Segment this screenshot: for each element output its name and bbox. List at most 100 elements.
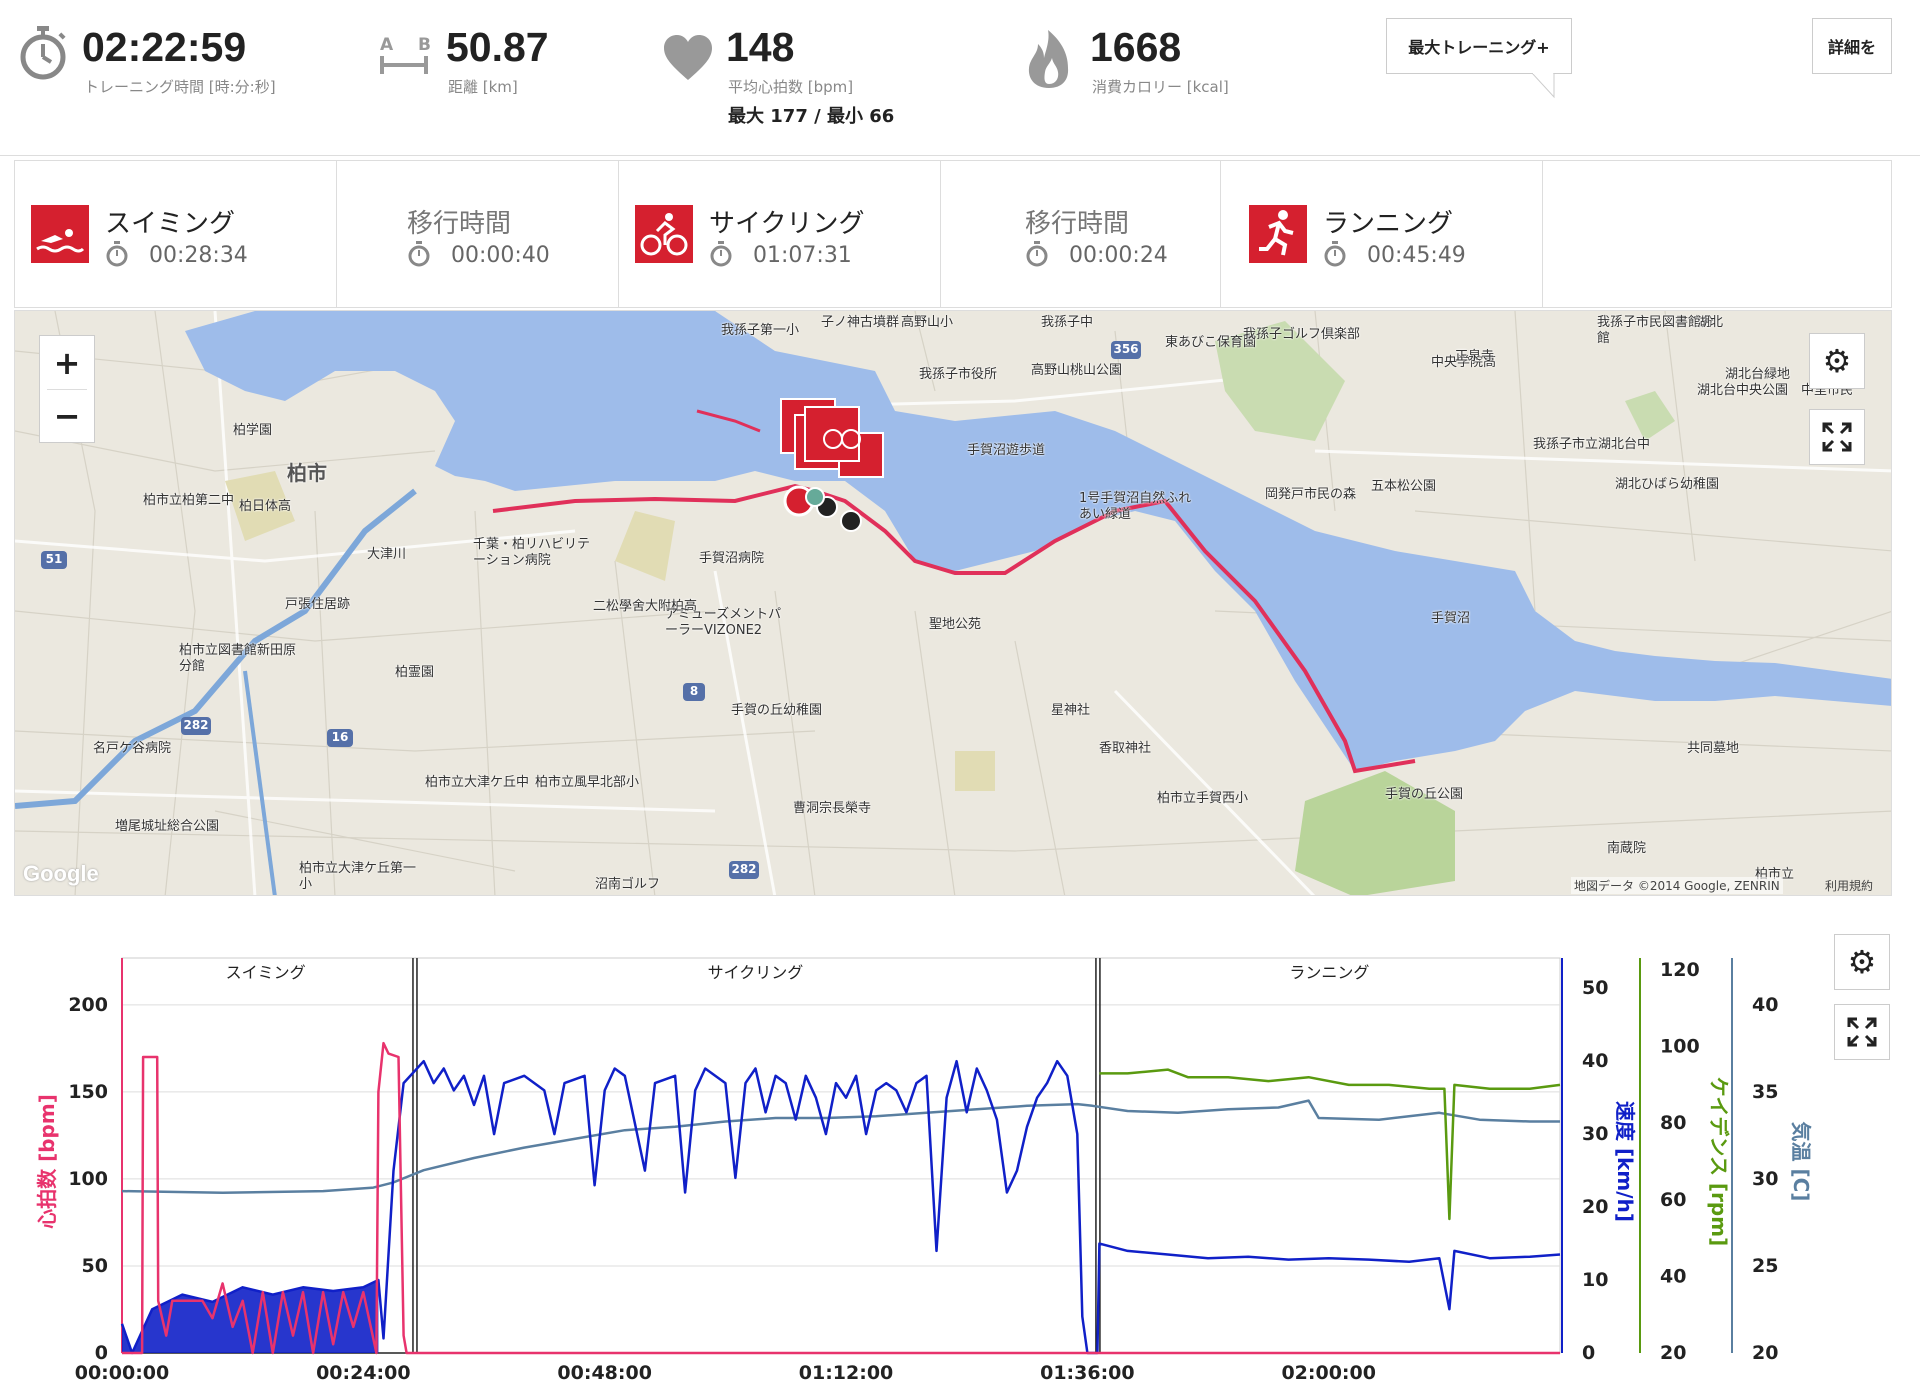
map-place-label: 柏日体高: [239, 499, 292, 514]
cadence-tick-label: 20: [1660, 1342, 1686, 1364]
temp-axis-title: 気温 [C]: [1789, 1122, 1813, 1202]
distance-b-label: B: [418, 35, 431, 55]
hr-tick-label: 200: [68, 994, 108, 1016]
road-number: 16: [331, 730, 349, 744]
x-tick-label: 00:24:00: [316, 1362, 411, 1384]
x-tick-label: 01:36:00: [1040, 1362, 1135, 1384]
map-place-label: 柏学園: [233, 423, 273, 438]
road-number: 51: [45, 552, 63, 566]
segment-running[interactable]: ランニング 00:45:49: [1221, 161, 1543, 307]
zoom-control: + −: [39, 335, 95, 443]
temp-tick-label: 20: [1752, 1342, 1778, 1364]
map-place-label: 柏市立風早北部小: [535, 775, 640, 790]
zoom-out-button[interactable]: −: [53, 397, 81, 436]
segment-transition-2[interactable]: 移行時間 00:00:24: [941, 161, 1221, 307]
map-canvas: [15, 311, 1891, 895]
flame-icon: [1028, 30, 1069, 88]
temp-tick-label: 25: [1752, 1255, 1778, 1277]
cadence-axis-title: ケイデンス [rpm]: [1707, 1077, 1731, 1246]
max-training-button[interactable]: 最大トレーニング+: [1386, 18, 1572, 74]
stopwatch-icon: [407, 241, 431, 271]
zoom-in-button[interactable]: +: [53, 343, 81, 382]
map-place-label: 岡発戸市民の森: [1265, 487, 1357, 502]
x-tick-label: 00:48:00: [557, 1362, 652, 1384]
map-place-label: 五本松公園: [1371, 479, 1437, 494]
speed-swim-area: [122, 1280, 379, 1353]
segment-swimming[interactable]: スイミング 00:28:34: [15, 161, 337, 307]
segment-name: 移行時間: [407, 209, 512, 239]
stopwatch-icon: [1025, 241, 1049, 271]
cadence-tick-label: 60: [1660, 1189, 1686, 1211]
map-place-label: 柏霊園: [395, 665, 435, 680]
map-place-label: 我孫子第一小: [721, 323, 800, 338]
segment-transition-1[interactable]: 移行時間 00:00:40: [337, 161, 619, 307]
map-place-label: 柏市: [287, 461, 327, 485]
time-value: 02:22:59: [82, 24, 247, 70]
route-map[interactable]: 51 282 16 8 282 356 柏市 柏学園 柏市立柏第二中 柏日体高 大津川 千…: [14, 310, 1892, 896]
map-place-label: 聖地公苑: [929, 617, 982, 632]
map-place-label: 高野山桃山公園: [1031, 363, 1123, 378]
speed-tick-label: 10: [1582, 1269, 1608, 1291]
map-settings-button[interactable]: ⚙: [1809, 333, 1865, 389]
distance-a-label: A: [380, 35, 394, 55]
map-place-label: 湖北: [1697, 315, 1724, 330]
distance-value: 50.87: [446, 24, 549, 70]
map-place-label: 手賀沼病院: [699, 551, 765, 566]
map-place-label: 千葉・柏リハビリテーション病院: [473, 537, 591, 568]
speed-tick-label: 0: [1582, 1342, 1595, 1364]
map-place-label: 共同墓地: [1687, 741, 1740, 756]
calories-label: 消費カロリー [kcal]: [1092, 78, 1229, 96]
time-label: トレーニング時間 [時:分:秒]: [84, 78, 276, 96]
map-place-label: 我孫子市民図書館分館: [1597, 315, 1715, 346]
stopwatch-icon: [20, 26, 66, 80]
gear-icon: ⚙: [1822, 342, 1852, 380]
speed-tick-label: 30: [1582, 1123, 1608, 1145]
swimming-icon: [31, 205, 89, 263]
stopwatch-icon: [709, 241, 733, 271]
map-fullscreen-button[interactable]: [1809, 409, 1865, 465]
section-label: スイミング: [226, 963, 306, 982]
map-attribution: 地図データ ©2014 Google, ZENRIN: [1571, 877, 1783, 894]
expand-icon: [1822, 422, 1852, 452]
map-place-label: 柏市立柏第二中: [143, 493, 235, 508]
speed-axis-title: 速度 [km/h]: [1613, 1101, 1637, 1222]
section-label: ランニング: [1289, 963, 1369, 982]
hr-tick-label: 50: [82, 1255, 108, 1277]
series-line-temp: [121, 1099, 1560, 1195]
segment-time: 00:00:40: [451, 243, 550, 268]
expand-icon: [1847, 1017, 1877, 1047]
terms-link[interactable]: 利用規約: [1825, 879, 1874, 893]
x-tick-label: 02:00:00: [1281, 1362, 1376, 1384]
heart-icon: [664, 35, 712, 80]
temp-tick-label: 30: [1752, 1168, 1778, 1190]
segment-name: ランニング: [1323, 209, 1454, 239]
map-place-label: 東あびこ保育園: [1165, 335, 1257, 350]
map-place-label: 香取神社: [1099, 741, 1152, 756]
chart-settings-button[interactable]: ⚙: [1834, 934, 1890, 990]
speed-tick-label: 50: [1582, 977, 1608, 999]
map-place-label: 大津川: [367, 547, 407, 562]
heart-rate-value: 148: [726, 24, 795, 70]
segment-time: 00:45:49: [1367, 243, 1466, 268]
details-button[interactable]: 詳細を: [1812, 18, 1892, 74]
map-place-label: 湖北台緑地: [1725, 367, 1791, 382]
segment-name: 移行時間: [1025, 209, 1130, 239]
cadence-tick-label: 80: [1660, 1112, 1686, 1134]
map-place-label: 柏市立大津ケ丘第一小: [299, 861, 417, 892]
segment-time: 01:07:31: [753, 243, 852, 268]
chart-fullscreen-button[interactable]: [1834, 1004, 1890, 1060]
segment-time: 00:00:24: [1069, 243, 1168, 268]
map-place-label: 曹洞宗長榮寺: [793, 801, 872, 816]
map-place-label: 二松學舍大附柏高: [593, 599, 698, 614]
running-icon: [1249, 205, 1307, 263]
cycling-icon: [635, 205, 693, 263]
distance-label: 距離 [km]: [448, 78, 518, 96]
series-line-cadence: [1099, 1068, 1561, 1221]
calories-value: 1668: [1090, 24, 1182, 70]
map-place-label: 手賀沼: [1431, 611, 1471, 626]
temp-tick-label: 35: [1752, 1081, 1778, 1103]
map-place-label: 正泉寺: [1455, 349, 1495, 364]
segment-cycling[interactable]: サイクリング 01:07:31: [619, 161, 941, 307]
multi-axis-line-chart[interactable]: スイミング サイクリング ランニング 0 50 100 150 200 心拍数 [bpm] 0 10…: [0, 916, 1840, 1400]
callout-tail: [1532, 73, 1555, 99]
